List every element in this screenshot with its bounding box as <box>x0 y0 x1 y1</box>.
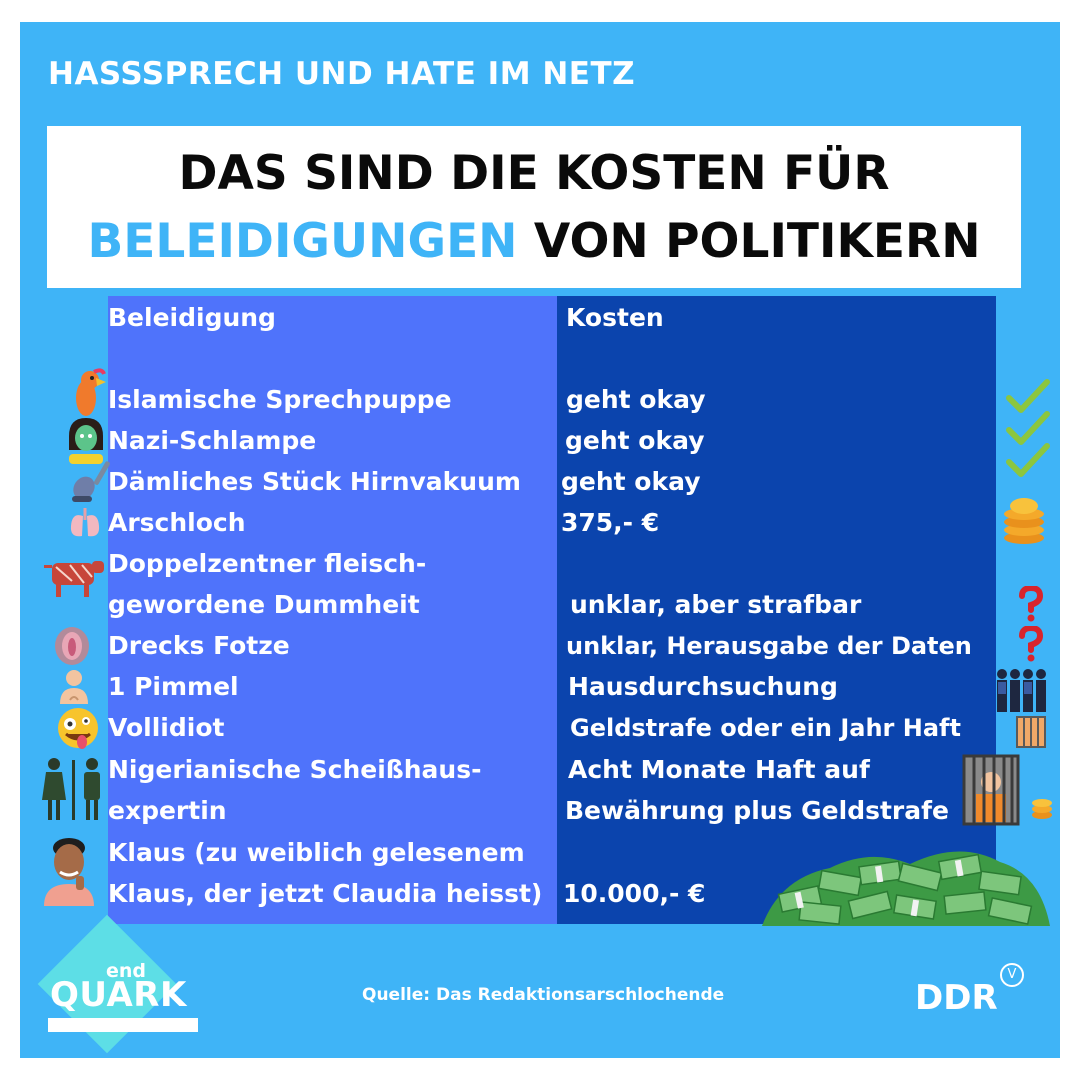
parrot-icon <box>76 368 106 416</box>
cost-column-header: Kosten <box>566 303 664 332</box>
insult-text: Drecks Fotze <box>108 631 290 660</box>
coin-stack-icon <box>1004 498 1044 544</box>
crazy-face-icon <box>58 708 98 749</box>
kicker-heading: HASSSPRECH UND HATE IM NETZ <box>48 56 636 92</box>
insult-text: Arschloch <box>108 508 246 537</box>
face-mask-woman-icon <box>69 418 103 464</box>
insult-text: Klaus, der jetzt Claudia heisst) <box>108 879 543 908</box>
cost-text: Acht Monate Haft auf <box>568 755 870 784</box>
insult-text: Vollidiot <box>108 713 225 742</box>
title-line-1: DAS SIND DIE KOSTEN FÜR <box>178 146 890 201</box>
cost-text: Bewährung plus Geldstrafe <box>565 796 949 825</box>
logo-bar <box>48 1018 198 1032</box>
logo-quark-text: QUARK <box>50 975 187 1015</box>
person-face-icon <box>44 838 94 906</box>
insult-text: gewordene Dummheit <box>108 590 420 619</box>
title-box: DAS SIND DIE KOSTEN FÜR BELEIDIGUNGEN VO… <box>47 126 1021 288</box>
insult-text: Islamische Sprechpuppe <box>108 385 452 414</box>
title-line-2: BELEIDIGUNGEN VON POLITIKERN <box>47 218 1021 265</box>
cost-text: 10.000,- € <box>563 879 706 908</box>
cow-icon <box>44 561 104 597</box>
anatomy-icon <box>55 627 89 665</box>
checkmark-icon <box>1006 379 1050 477</box>
vacuum-cleaner-icon <box>72 461 110 502</box>
title-accent: BELEIDIGUNGEN <box>87 214 518 269</box>
police-group-icon <box>997 669 1046 712</box>
insult-text: Dämliches Stück Hirnvakuum <box>108 467 521 496</box>
cost-text: unklar, aber strafbar <box>570 590 862 619</box>
cost-text: 375,- € <box>561 508 660 537</box>
restroom-icon <box>42 758 100 820</box>
brand-mark: V <box>1000 963 1024 987</box>
title-rest: VON POLITIKERN <box>517 214 981 269</box>
cost-text: Geldstrafe oder ein Jahr Haft <box>570 714 961 742</box>
brand-text: DDR <box>915 978 998 1018</box>
logo-end-text: end <box>106 960 147 982</box>
man-icon <box>60 670 88 704</box>
insult-text: expertin <box>108 796 227 825</box>
question-mark-icon <box>1019 586 1044 622</box>
insult-column <box>108 296 557 924</box>
jail-icon <box>962 754 1020 826</box>
insult-text: Nigerianische Scheißhaus- <box>108 755 482 784</box>
cost-text: geht okay <box>565 426 705 455</box>
source-caption: Quelle: Das Redaktionsarschlochende <box>362 985 725 1005</box>
insult-column-header: Beleidigung <box>108 303 276 332</box>
insult-text: Doppelzentner fleisch- <box>108 549 427 578</box>
insult-text: Klaus (zu weiblich gelesenem <box>108 838 525 867</box>
cost-text: geht okay <box>566 385 706 414</box>
cash-pile-icon <box>762 851 1050 926</box>
lungs-icon <box>70 508 100 537</box>
cost-text: geht okay <box>561 467 701 496</box>
insult-text: Nazi-Schlampe <box>108 426 317 455</box>
cost-text: Hausdurchsuchung <box>568 672 838 701</box>
jail-icon <box>1016 716 1046 748</box>
cost-text: unklar, Herausgabe der Daten <box>566 632 972 660</box>
coin-stack-icon <box>1032 799 1052 819</box>
insult-text: 1 Pimmel <box>108 672 239 701</box>
cost-column <box>557 296 996 924</box>
question-mark-icon <box>1019 626 1044 662</box>
